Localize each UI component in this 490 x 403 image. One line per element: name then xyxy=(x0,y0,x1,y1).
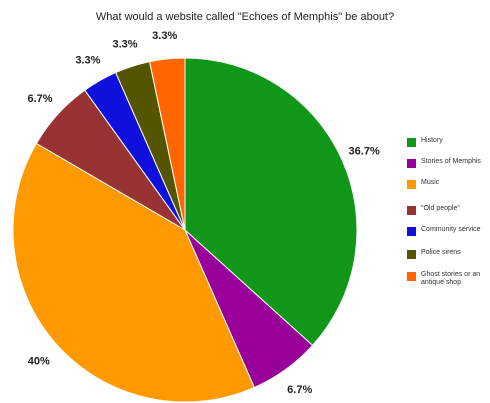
legend-label-0: History xyxy=(421,137,443,144)
legend-swatch-2 xyxy=(407,180,416,189)
legend-label-2: Music xyxy=(421,179,440,186)
legend-label-5: Police sirens xyxy=(421,249,461,256)
legend-swatch-3 xyxy=(407,206,416,215)
legend-swatch-5 xyxy=(407,250,416,259)
chart-title: What would a website called "Echoes of M… xyxy=(95,11,395,23)
slice-data-label-2: 40% xyxy=(28,356,50,368)
slice-data-label-4: 3.3% xyxy=(75,55,100,67)
slice-data-label-3: 6.7% xyxy=(27,93,52,105)
slice-data-label-0: 36.7% xyxy=(349,145,380,157)
legend-swatch-0 xyxy=(407,138,416,147)
legend-label-4: Community service xyxy=(421,226,481,233)
pie-slice-0 xyxy=(184,57,358,347)
pie-slice-2 xyxy=(12,142,255,403)
pie-slice-6 xyxy=(148,57,186,231)
slice-data-label-1: 6.7% xyxy=(287,384,312,396)
legend-label-1: Stories of Memphis xyxy=(421,158,481,165)
legend-label-3: "Old people" xyxy=(421,205,460,212)
legend-label-6: Ghost stories or an antique shop xyxy=(421,271,481,286)
slice-data-label-6: 3.3% xyxy=(152,30,177,42)
legend-swatch-4 xyxy=(407,227,416,236)
slice-data-label-5: 3.3% xyxy=(112,38,137,50)
legend-swatch-6 xyxy=(407,272,416,281)
legend-swatch-1 xyxy=(407,159,416,168)
